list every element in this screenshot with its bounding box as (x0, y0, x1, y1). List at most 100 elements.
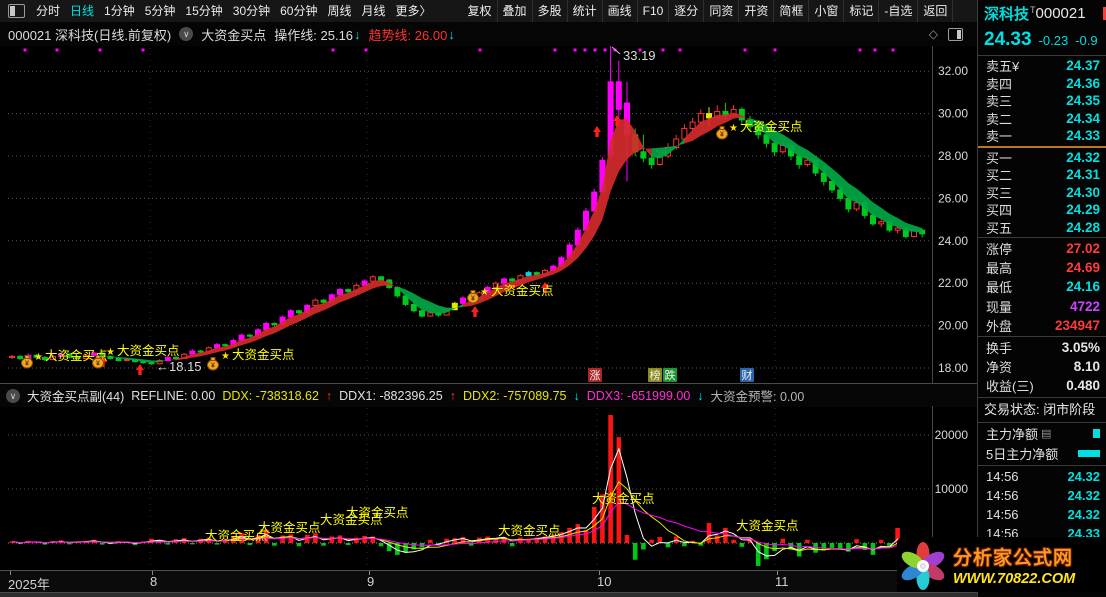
ddx-value: DDX: -738318.62 (222, 388, 319, 403)
price-change: -0.23 (1038, 32, 1069, 48)
operation-line-value: 操作线: 25.16 (274, 27, 354, 43)
svg-text:20.00: 20.00 (938, 319, 968, 333)
tick-row: 14:56 24.32 (986, 468, 1100, 484)
window-icon[interactable] (8, 4, 25, 18)
menu-item-更多〉[interactable]: 更多〉 (395, 4, 432, 18)
down-arrow-icon: ↓ (354, 26, 361, 42)
svg-text:¥: ¥ (96, 361, 100, 368)
stat-row: 最高 24.69 (986, 260, 1100, 277)
menu-item-月线[interactable]: 月线 (361, 4, 386, 18)
menu-item-F10[interactable]: F10 (638, 0, 670, 22)
quote-row: 卖一 24.33 (986, 128, 1100, 145)
menu-item-60分钟[interactable]: 60分钟 (280, 4, 318, 18)
svg-text:大资金买点: 大资金买点 (740, 119, 803, 134)
menu-item-叠加[interactable]: 叠加 (498, 0, 533, 22)
trend-line-value: 趋势线: 26.00 (368, 27, 448, 43)
svg-text:26.00: 26.00 (938, 191, 968, 205)
stat-row: 现量 4722 (986, 298, 1100, 315)
svg-text:28.00: 28.00 (938, 149, 968, 163)
chevron-down-icon[interactable]: ∨ (179, 27, 194, 41)
stock-name-row: 深科技 T 000021 (978, 0, 1106, 26)
quote-row: 卖三 24.35 (986, 93, 1100, 110)
main-net-row: 主力净额 ▤ (978, 424, 1106, 444)
time-axis-label: 9 (367, 574, 375, 589)
menu-item--自选[interactable]: -自选 (879, 0, 919, 22)
site-watermark[interactable]: 分析家公式网 WWW.70822.COM (897, 537, 1106, 592)
svg-text:大资金买点: 大资金买点 (258, 520, 321, 535)
stock-code: 000021 (1035, 4, 1086, 22)
menu-item-1分钟[interactable]: 1分钟 (104, 4, 135, 18)
quote-row: 卖五¥ 24.37 (986, 58, 1100, 75)
stat-row: 外盘 234947 (986, 317, 1100, 334)
stat-row: 最低 24.16 (986, 279, 1100, 296)
top-menu: 分时 日线 1分钟 5分钟 15分钟 30分钟 60分钟 周线 月线 更多〉 复权 叠加 多股 统计 画线 F… (31, 0, 954, 22)
stat-row: 换手 3.05% (986, 340, 1100, 357)
menu-item-分时[interactable]: 分时 (36, 4, 61, 18)
menu-item-标记[interactable]: 标记 (844, 0, 880, 22)
up-arrow-icon: ↑ (449, 388, 456, 403)
indicator-name: 大资金买点 (201, 27, 267, 43)
svg-text:大资金买点: 大资金买点 (205, 528, 268, 543)
split-window-icon[interactable] (948, 27, 963, 41)
menu-item-5分钟[interactable]: 5分钟 (144, 4, 176, 18)
diamond-icon[interactable]: ◇ (928, 27, 938, 41)
time-axis-label: 8 (150, 574, 158, 589)
menu-item-周线[interactable]: 周线 (327, 4, 352, 18)
menu-item-画线[interactable]: 画线 (603, 0, 638, 22)
bottom-scrollbar[interactable] (0, 592, 1106, 597)
svg-text:大资金买点: 大资金买点 (491, 283, 554, 298)
menu-item-30分钟[interactable]: 30分钟 (232, 4, 271, 18)
last-price-row: 24.33 -0.23 -0.9 (978, 26, 1106, 54)
price-change-pct: -0.9 (1075, 32, 1098, 48)
chevron-down-icon[interactable]: ∨ (6, 388, 20, 403)
down-arrow-icon: ↓ (448, 26, 455, 42)
svg-text:★: ★ (34, 352, 43, 363)
menu-item-简框[interactable]: 简框 (774, 0, 810, 22)
menu-item-小窗[interactable]: 小窗 (809, 0, 845, 22)
stat-row: 涨停 27.02 (986, 241, 1100, 258)
svg-text:33.19: 33.19 (623, 48, 656, 63)
main-net-label: 主力净额 (986, 427, 1039, 442)
svg-text:¥: ¥ (211, 363, 215, 370)
svg-text:¥: ¥ (720, 132, 724, 139)
svg-text:★: ★ (480, 287, 489, 298)
alert-value: 大资金预警: 0.00 (710, 390, 805, 404)
menu-item-开资[interactable]: 开资 (739, 0, 775, 22)
refline-value: REFLINE: 0.00 (131, 388, 216, 403)
svg-text:大资金买点: 大资金买点 (232, 347, 295, 362)
menu-item-返回[interactable]: 返回 (918, 0, 954, 22)
main-price-chart[interactable]: 32.00 30.00 28.00 26.00 24.00 22.00 20.00 18.00… (0, 46, 977, 383)
clipped-marker (1103, 7, 1106, 20)
net5-value-bar (1078, 450, 1100, 457)
quote-row: 买五 24.28 (986, 219, 1100, 236)
ddx1-value: DDX1: -882396.25 (339, 388, 443, 403)
menu-item-统计[interactable]: 统计 (568, 0, 603, 22)
sub-indicator-title: 大资金买点副(44) (27, 390, 125, 404)
bid-ask-divider (978, 145, 1106, 148)
main-net5-label: 5日主力净额 (986, 447, 1059, 462)
menu-item-15分钟[interactable]: 15分钟 (185, 4, 223, 18)
svg-text:¥: ¥ (471, 296, 475, 303)
svg-text:财: 财 (742, 368, 753, 382)
top-menu-bar: 分时 日线 1分钟 5分钟 15分钟 30分钟 60分钟 周线 月线 更多〉 复权 叠加 多股 统计 画线 F… (0, 0, 977, 23)
menu-item-逐分[interactable]: 逐分 (669, 0, 705, 22)
sub-indicator-header: ∨ 大资金买点副(44) REFLINE: 0.00 DDX: -738318.… (0, 383, 977, 407)
ddx2-value: DDX2: -757089.75 (462, 388, 567, 403)
svg-text:跌: 跌 (665, 368, 676, 382)
time-axis-label: 11 (775, 574, 789, 589)
time-axis-label: 10 (597, 574, 612, 589)
bid-levels: 买一 24.32 买二 24.31 买三 24.30 买四 24.29 买五 24.28 (978, 149, 1106, 237)
svg-text:★: ★ (106, 347, 115, 358)
quote-row: 买一 24.32 (986, 149, 1100, 166)
svg-text:¥: ¥ (25, 361, 29, 368)
menu-item-日线[interactable]: 日线 (70, 4, 95, 18)
svg-text:★: ★ (729, 123, 738, 134)
menu-item-同资[interactable]: 同资 (704, 0, 740, 22)
ddx-sub-chart[interactable]: 2000010000大资金买点大资金买点大资金买点大资金买点大资金买点大资金买点… (0, 406, 977, 570)
menu-item-多股[interactable]: 多股 (533, 0, 568, 22)
list-icon[interactable]: ▤ (1041, 428, 1052, 440)
down-arrow-icon: ↓ (573, 388, 580, 403)
chart-title: 000021 深科技(日线.前复权) (8, 27, 172, 43)
menu-item-复权[interactable]: 复权 (463, 0, 498, 22)
